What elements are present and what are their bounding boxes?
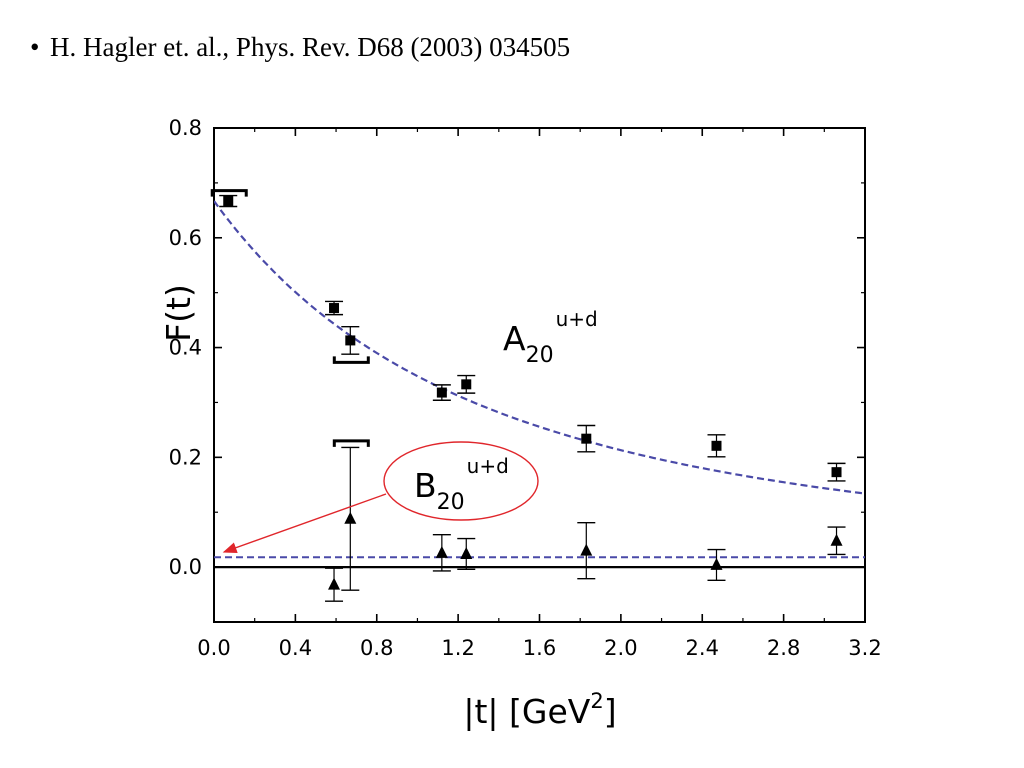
a20-point-marker [581,433,592,444]
bullet-icon: • [30,32,40,62]
b20-point-marker [830,533,843,546]
series-label-b20-name: B [414,466,437,505]
systematic-bracket [210,189,248,197]
x-axis-label: |t| [GeV2] [463,689,616,731]
a20-point-marker [711,440,722,451]
series-label-a20-name: A [503,319,526,358]
a20-point-marker [329,303,340,314]
a20-point-marker [831,467,842,478]
systematic-bracket [332,356,370,364]
b20-point-marker [328,577,341,590]
x-axis-label-text: |t| [GeV [463,692,590,731]
x-axis-label-sup: 2 [590,689,603,713]
y-tick-label: 0.8 [169,116,202,140]
a20-point-marker [461,379,472,390]
x-tick-label: 0.4 [279,636,312,660]
fit-curve-a20 [214,200,865,495]
b20-point-marker [344,511,357,524]
citation-text: H. Hagler et. al., Phys. Rev. D68 (2003)… [50,32,571,62]
plot-frame [213,127,866,623]
a20-point-marker [223,196,234,207]
y-axis-label: F(t) [159,284,198,342]
callout-ellipse [383,441,539,521]
y-tick-label: 0.0 [169,555,202,579]
b20-point-marker [435,545,448,558]
y-tick-label: 0.2 [169,445,202,469]
x-tick-label: 1.6 [523,636,556,660]
y-tick-label: 0.6 [169,226,202,250]
b20-point-marker [710,557,723,570]
series-label-b20-sup: u+d [467,454,509,478]
a20-point-marker [345,335,356,346]
series-label-b20: B20u+d [414,454,509,515]
x-axis-label-close: ] [604,692,617,731]
series-label-a20: A20u+d [503,307,598,368]
x-tick-label: 2.4 [686,636,719,660]
series-label-a20-sup: u+d [556,307,598,331]
series-label-a20-sub: 20 [526,343,554,368]
systematic-bracket [332,439,370,447]
citation-bullet: • H. Hagler et. al., Phys. Rev. D68 (2003… [30,32,570,63]
x-tick-label: 3.2 [848,636,881,660]
series-label-b20-sub: 20 [437,490,465,515]
y-tick-label: 0.4 [169,336,202,360]
b20-point-marker [460,546,473,559]
a20-point-marker [436,387,447,398]
callout-arrow [222,493,387,554]
x-tick-label: 2.0 [604,636,637,660]
x-tick-label: 2.8 [767,636,800,660]
b20-point-marker [580,543,593,556]
x-tick-label: 0.0 [197,636,230,660]
x-tick-label: 1.2 [441,636,474,660]
x-tick-label: 0.8 [360,636,393,660]
